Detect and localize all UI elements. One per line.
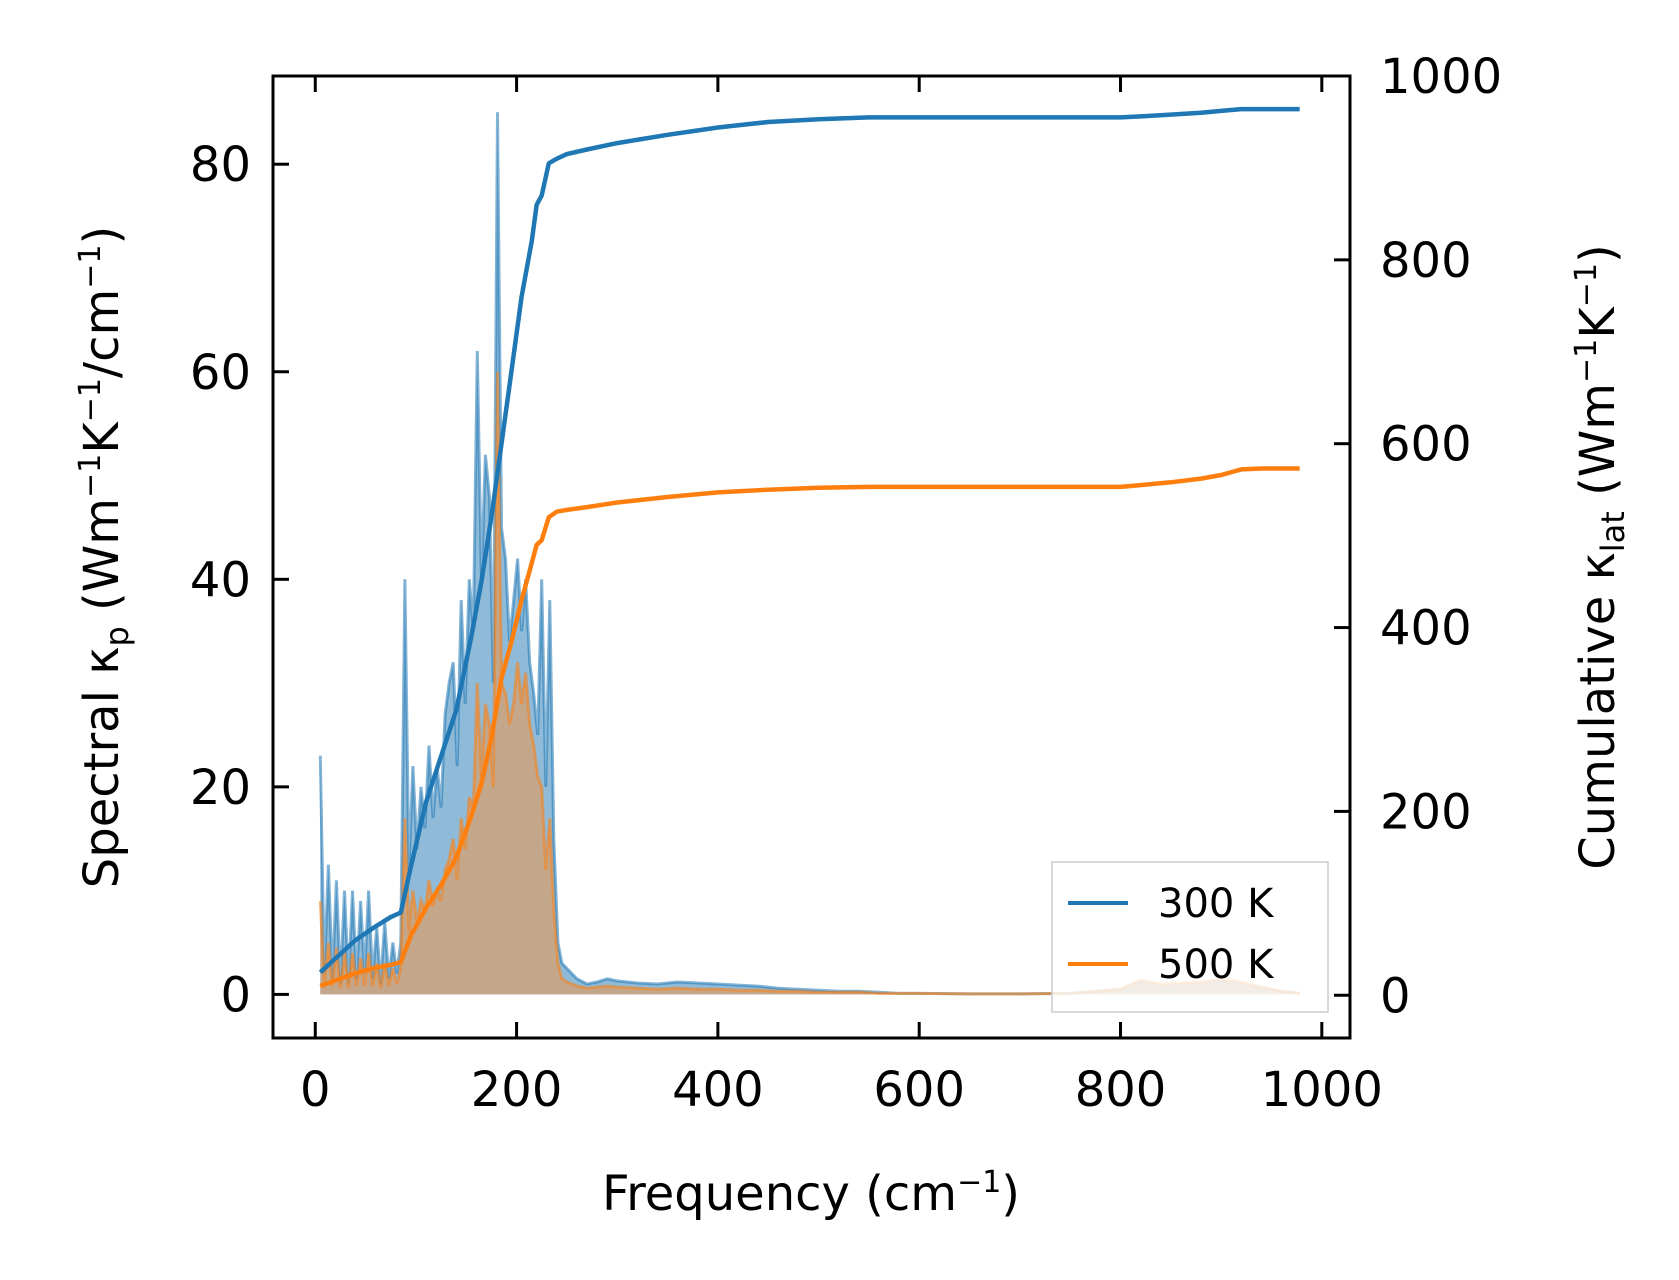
x-axis-label-tail: ) — [1001, 1166, 1020, 1222]
y-axis-label-left: Spectral κp (Wm−1K−1/cm−1) — [73, 226, 136, 888]
ylabel-right-mid2: K — [1570, 306, 1626, 339]
y-tick-label-left: 60 — [190, 345, 251, 401]
legend-label-500k: 500 K — [1158, 942, 1275, 988]
axis-ticks: 0 200 400 600 800 100002040608002004006008001… — [190, 49, 1502, 1118]
y-tick-label-right: 1000 — [1380, 49, 1502, 105]
ylabel-right-mid: (Wm — [1570, 383, 1626, 511]
plot-frame — [271, 74, 1352, 1040]
ylabel-right-sup2: −1 — [1569, 263, 1604, 307]
x-tick-label: 1000 — [1261, 1062, 1383, 1118]
ylabel-left-mid3: /cm — [74, 289, 130, 378]
legend-label-300k: 300 K — [1158, 881, 1275, 927]
y-tick-label-right: 800 — [1380, 233, 1472, 289]
ylabel-left-sup2: −1 — [73, 378, 108, 422]
ylabel-right-sup1: −1 — [1569, 339, 1604, 383]
y-tick-label-left: 20 — [190, 760, 251, 816]
y-tick-label-right: 200 — [1380, 784, 1472, 840]
series-lines — [318, 106, 1300, 989]
legend: 300 K 500 K — [1051, 861, 1329, 1013]
ylabel-left-sub: p — [98, 626, 136, 646]
x-axis-label: Frequency (cm−1) — [602, 1165, 1020, 1222]
x-tick-label: 600 — [873, 1062, 965, 1118]
ylabel-left-mid2: K — [74, 421, 130, 454]
y-tick-label-left: 40 — [190, 552, 251, 608]
cumulative-line-300k — [318, 106, 1300, 974]
spectral-area-300k — [320, 112, 1300, 995]
y-axis-label-right: Cumulative κlat (Wm−1K−1) — [1569, 244, 1632, 869]
x-axis-label-sup: −1 — [957, 1165, 1001, 1200]
y-tick-label-right: 600 — [1380, 417, 1472, 473]
ylabel-left-base: Spectral κ — [74, 647, 130, 889]
ylabel-right-base: Cumulative κ — [1570, 552, 1626, 870]
ylabel-right-tail: ) — [1570, 244, 1626, 263]
ylabel-left-tail: ) — [74, 226, 130, 245]
cumulative-line-500k — [319, 466, 1300, 989]
y-tick-label-right: 0 — [1380, 968, 1411, 1024]
x-tick-label: 400 — [672, 1062, 764, 1118]
legend-box — [1051, 861, 1329, 1013]
x-tick-label: 800 — [1075, 1062, 1167, 1118]
ylabel-left-sup3: −1 — [73, 244, 108, 288]
y-tick-label-left: 0 — [220, 967, 251, 1023]
x-tick-label: 0 — [300, 1062, 331, 1118]
y-tick-label-right: 400 — [1380, 601, 1472, 657]
ylabel-left-sup1: −1 — [73, 454, 108, 498]
ylabel-right-sub: lat — [1594, 511, 1632, 552]
x-tick-label: 200 — [471, 1062, 563, 1118]
x-axis-label-base: Frequency (cm — [602, 1166, 957, 1222]
y-tick-label-left: 80 — [190, 137, 251, 193]
ylabel-left-mid: (Wm — [74, 498, 130, 626]
